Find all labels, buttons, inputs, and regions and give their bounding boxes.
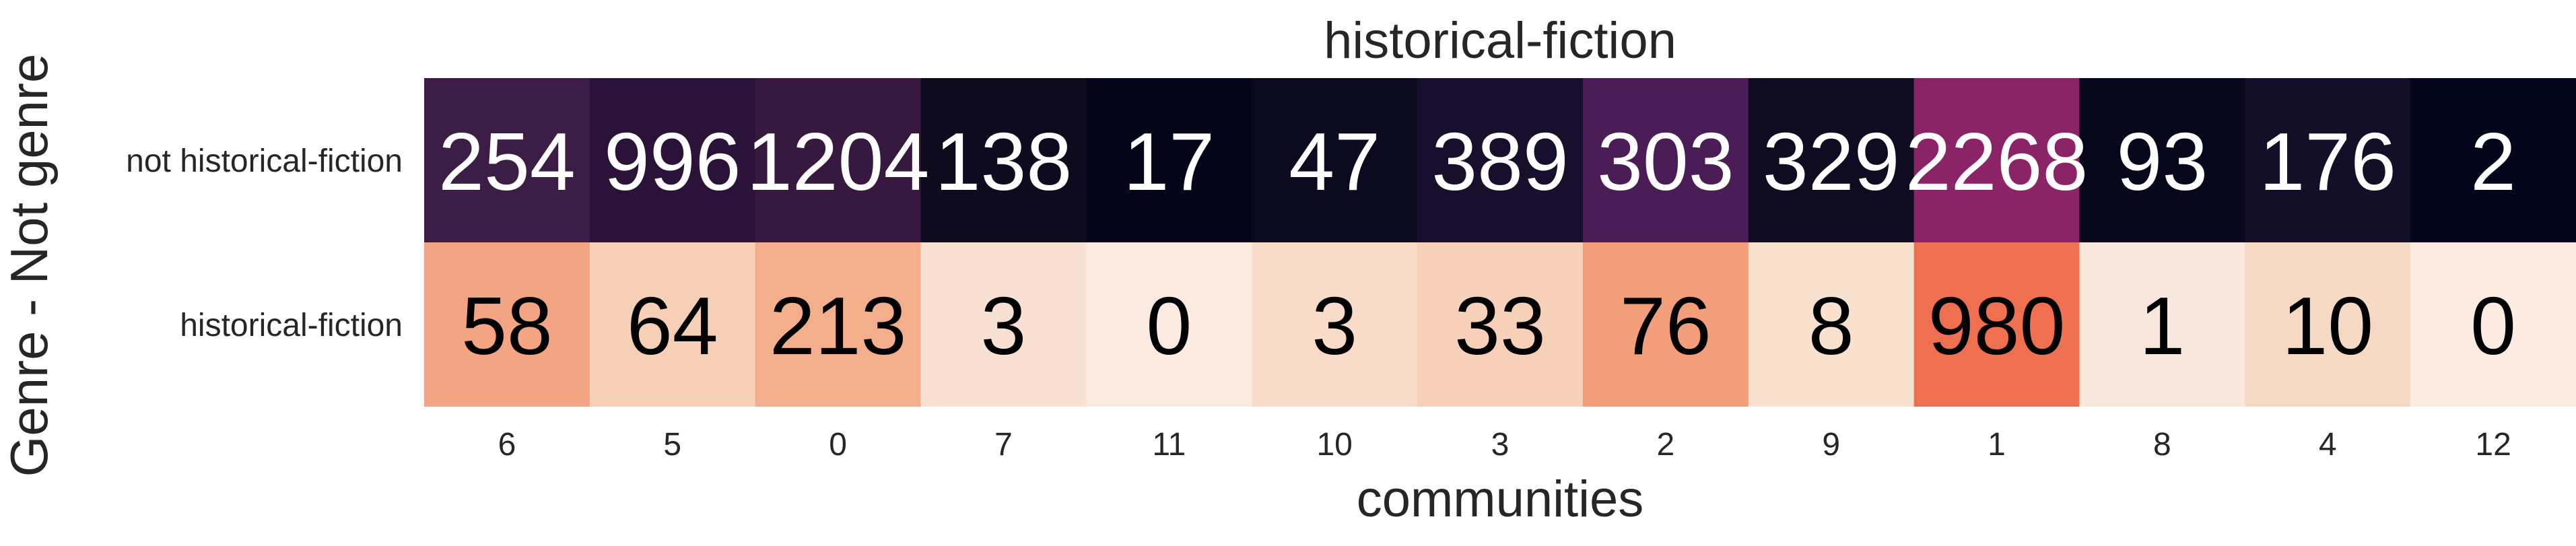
- heatmap-cell: [589, 78, 756, 242]
- cell-value-label: 389: [1431, 116, 1569, 207]
- cell-value-label: 3: [981, 280, 1027, 372]
- x-tick-label: 9: [1822, 427, 1840, 463]
- x-tick-label: 0: [829, 427, 847, 463]
- x-tick-label: 10: [1316, 427, 1352, 463]
- cell-value-label: 0: [1146, 280, 1192, 372]
- y-tick-label: not historical-fiction: [126, 143, 403, 179]
- heatmap-cell: [1748, 78, 1915, 242]
- heatmap-cell: [589, 242, 756, 407]
- x-tick-label: 6: [498, 427, 516, 463]
- x-tick-label: 5: [663, 427, 681, 463]
- heatmap-cell: [1086, 78, 1252, 242]
- x-tick-label: 8: [2153, 427, 2171, 463]
- cell-value-label: 176: [2259, 116, 2396, 207]
- heatmap-cell: [1252, 242, 1418, 407]
- x-tick-labels: 6 5 0 7 11 10 3 2 9 1 8 4 12: [498, 427, 2511, 463]
- cell-value-label: 303: [1597, 116, 1734, 207]
- x-tick-label: 11: [1152, 427, 1186, 463]
- heatmap-cell: [1913, 78, 2080, 242]
- heatmap-cell: [1417, 78, 1584, 242]
- x-tick-label: 12: [2475, 427, 2511, 463]
- heatmap-cell: [1582, 242, 1749, 407]
- chart-title: historical-fiction: [1324, 12, 1676, 69]
- heatmap-cell: [2079, 242, 2245, 407]
- cell-value-label: 213: [770, 280, 907, 372]
- y-axis-label-group: Genre - Not genre: [0, 54, 59, 477]
- cell-value-label: 10: [2282, 280, 2373, 372]
- heatmap-cell: [2245, 242, 2411, 407]
- cell-value-label: 3: [1312, 280, 1357, 372]
- x-axis-label: communities: [1357, 471, 1644, 528]
- heatmap-cell: [920, 242, 1087, 407]
- heatmap-cell: [1582, 78, 1749, 242]
- cell-value-label: 33: [1454, 280, 1546, 372]
- cell-value-label: 329: [1763, 116, 1900, 207]
- cell-value-label: 996: [604, 116, 741, 207]
- cell-value-label: 1: [2139, 280, 2185, 372]
- heatmap-cell-labels: 254 996 1204 138 17 47 389 303 329 2268 93 176 258 64…: [438, 116, 2516, 372]
- heatmap-cells: [424, 78, 2576, 407]
- heatmap-cell: [2245, 78, 2411, 242]
- cell-value-label: 138: [935, 116, 1073, 207]
- y-tick-labels: not historical-fiction historical-fiction: [126, 143, 403, 343]
- cell-value-label: 8: [1808, 280, 1854, 372]
- heatmap-cell: [755, 242, 922, 407]
- cell-value-label: 93: [2117, 116, 2208, 207]
- heatmap-cell: [1913, 242, 2080, 407]
- y-axis-label: Genre - Not genre: [0, 54, 59, 477]
- cell-value-label: 64: [627, 280, 718, 372]
- cell-value-label: 254: [438, 116, 576, 207]
- cell-value-label: 1204: [747, 116, 929, 207]
- cell-value-label: 58: [461, 280, 553, 372]
- heatmap-cell: [1252, 78, 1418, 242]
- heatmap-cell: [2410, 78, 2576, 242]
- heatmap-cell: [1748, 242, 1915, 407]
- cell-value-label: 76: [1620, 280, 1711, 372]
- cell-value-label: 17: [1123, 116, 1215, 207]
- heatmap-cell: [1417, 242, 1584, 407]
- cell-value-label: 2: [2470, 116, 2516, 207]
- x-tick-label: 3: [1491, 427, 1510, 463]
- y-tick-label: historical-fiction: [180, 308, 403, 343]
- cell-value-label: 47: [1289, 116, 1380, 207]
- x-tick-label: 4: [2319, 427, 2337, 463]
- cell-value-label: 2268: [1905, 116, 2088, 207]
- heatmap-cell: [424, 78, 590, 242]
- x-tick-label: 7: [994, 427, 1013, 463]
- cell-value-label: 0: [2470, 280, 2516, 372]
- heatmap-cell: [920, 78, 1087, 242]
- cell-value-label: 980: [1928, 280, 2066, 372]
- heatmap-cell: [424, 242, 590, 407]
- heatmap-cell: [2410, 242, 2576, 407]
- x-tick-label: 2: [1656, 427, 1674, 463]
- heatmap-cell: [1086, 242, 1252, 407]
- x-tick-label: 1: [1988, 427, 2006, 463]
- heatmap-cell: [2079, 78, 2245, 242]
- heatmap-cell: [755, 78, 922, 242]
